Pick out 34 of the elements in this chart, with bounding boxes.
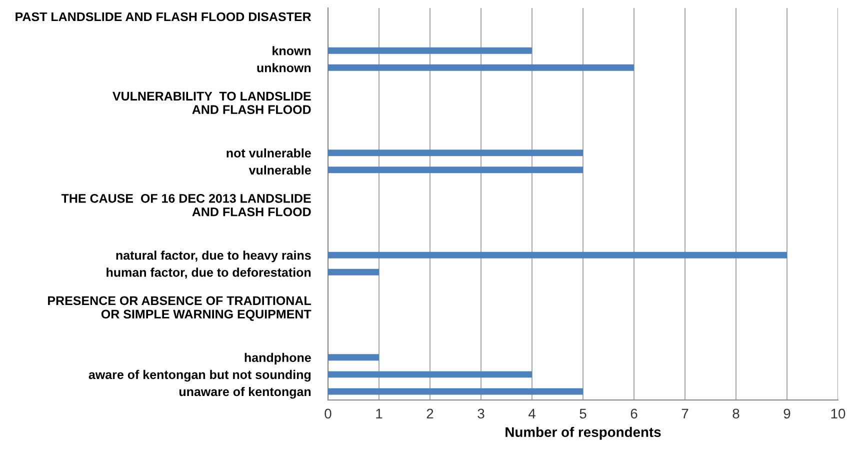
y-tick-label: VULNERABILITY TO LANDSLIDE AND FLASH FLOOD <box>112 92 311 114</box>
x-tick-label: 4 <box>528 408 536 418</box>
y-tick-label: aware of kentongan but not sounding <box>88 370 311 382</box>
bar <box>328 268 379 276</box>
y-tick-label: not vulnerable <box>226 148 311 158</box>
bar <box>328 150 583 156</box>
y-tick-label: vulnerable <box>248 165 311 175</box>
x-tick-label: 0 <box>324 408 332 419</box>
x-tick-label: 2 <box>426 408 434 418</box>
x-tick-label: 3 <box>478 408 484 419</box>
y-tick-label: THE CAUSE OF 16 DEC 2013 LANDSLIDE AND FLASH FLOOD <box>61 194 311 216</box>
y-tick-label: unknown <box>257 63 311 72</box>
y-tick-label: natural factor, due to heavy rains <box>116 250 311 262</box>
bar <box>328 166 583 174</box>
bar <box>328 354 379 361</box>
y-tick-label: unaware of kentongan <box>179 386 311 399</box>
x-axis-title: Number of respondents <box>506 426 661 440</box>
bar <box>328 371 532 378</box>
bar <box>328 252 787 258</box>
bar <box>328 64 634 71</box>
x-tick-label: 1 <box>376 408 382 418</box>
y-tick-label: human factor, due to deforestation <box>106 268 311 279</box>
y-tick-label: PAST LANDSLIDE AND FLASH FLOOD DISASTER <box>16 12 312 22</box>
x-tick-label: 7 <box>682 408 688 418</box>
x-tick-label: 8 <box>732 408 740 419</box>
bar <box>328 47 532 54</box>
x-tick-label: 9 <box>784 408 790 419</box>
y-tick-label: known <box>272 46 311 56</box>
x-tick-label: 6 <box>630 408 638 419</box>
y-tick-label: PRESENCE OR ABSENCE OF TRADITIONAL OR SIMPLE WARNING EQUIPMENT <box>48 296 312 321</box>
y-tick-label: handphone <box>244 352 311 365</box>
bar <box>328 388 583 395</box>
x-tick-label: 5 <box>580 408 586 419</box>
x-tick-label: 10 <box>831 408 846 419</box>
